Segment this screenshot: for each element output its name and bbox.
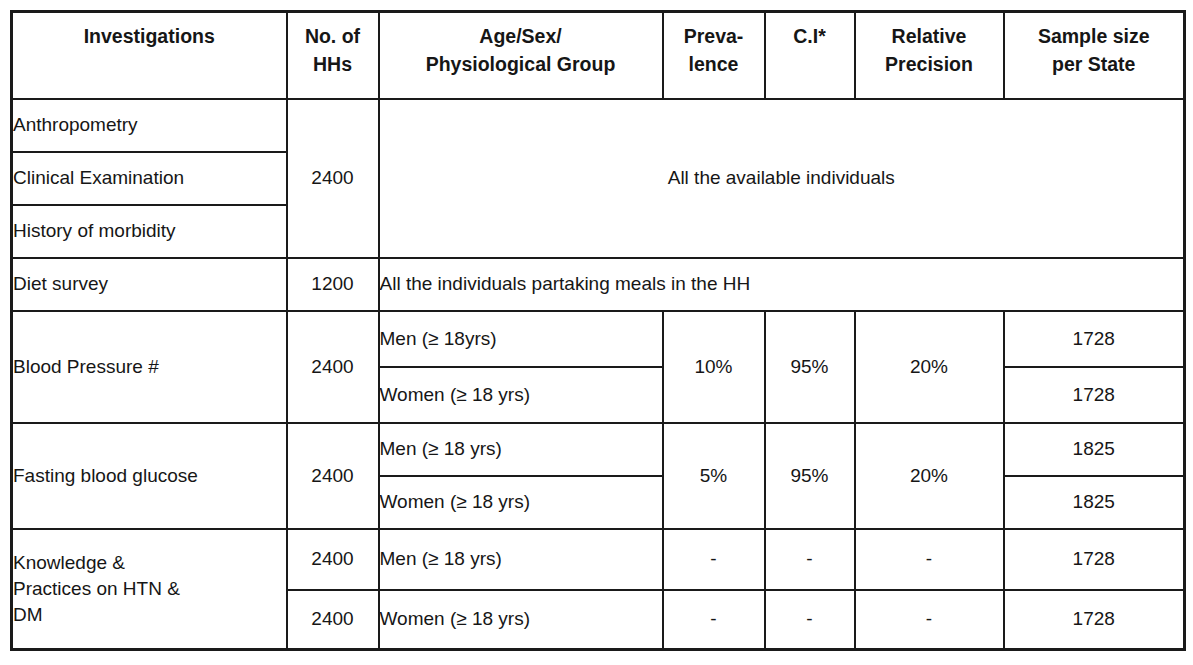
cell-precision-kp-men: -	[855, 529, 1004, 590]
document-page: Investigations No. of HHs Age/Sex/ Physi…	[0, 0, 1193, 665]
cell-investigation-fasting-glucose: Fasting blood glucose	[12, 423, 287, 529]
cell-ci-kp-men: -	[765, 529, 855, 590]
cell-prevalence-fasting-glucose: 5%	[663, 423, 765, 529]
cell-investigation-anthropometry: Anthropometry	[12, 99, 287, 152]
cell-group-kp-women: Women (≥ 18 yrs)	[379, 590, 663, 650]
cell-hhs-anthropometry-group: 2400	[287, 99, 379, 258]
cell-investigation-blood-pressure: Blood Pressure #	[12, 311, 287, 423]
cell-ci-kp-women: -	[765, 590, 855, 650]
cell-prevalence-kp-men: -	[663, 529, 765, 590]
row-diet-survey: Diet survey 1200 All the individuals par…	[12, 258, 1185, 311]
cell-ci-fasting-glucose: 95%	[765, 423, 855, 529]
header-sample-size-per-state: Sample size per State	[1004, 12, 1185, 99]
row-anthropometry: Anthropometry 2400 All the available ind…	[12, 99, 1185, 152]
cell-prevalence-kp-women: -	[663, 590, 765, 650]
header-age-sex-group: Age/Sex/ Physiological Group	[379, 12, 663, 99]
cell-group-fbg-women: Women (≥ 18 yrs)	[379, 476, 663, 529]
cell-note-partaking-meals: All the individuals partaking meals in t…	[379, 258, 1185, 311]
cell-investigation-diet-survey: Diet survey	[12, 258, 287, 311]
cell-prevalence-blood-pressure: 10%	[663, 311, 765, 423]
header-no-of-hhs: No. of HHs	[287, 12, 379, 99]
cell-group-kp-men: Men (≥ 18 yrs)	[379, 529, 663, 590]
cell-precision-blood-pressure: 20%	[855, 311, 1004, 423]
row-fasting-glucose-men: Fasting blood glucose 2400 Men (≥ 18 yrs…	[12, 423, 1185, 476]
header-row: Investigations No. of HHs Age/Sex/ Physi…	[12, 12, 1185, 99]
cell-hhs-diet-survey: 1200	[287, 258, 379, 311]
cell-investigation-history-of-morbidity: History of morbidity	[12, 205, 287, 258]
cell-group-bp-women: Women (≥ 18 yrs)	[379, 367, 663, 423]
cell-investigation-clinical-examination: Clinical Examination	[12, 152, 287, 205]
cell-group-fbg-men: Men (≥ 18 yrs)	[379, 423, 663, 476]
cell-sample-kp-women: 1728	[1004, 590, 1185, 650]
header-ci: C.I*	[765, 12, 855, 99]
cell-sample-bp-men: 1728	[1004, 311, 1185, 367]
cell-sample-fbg-women: 1825	[1004, 476, 1185, 529]
header-prevalence: Preva- lence	[663, 12, 765, 99]
cell-precision-fasting-glucose: 20%	[855, 423, 1004, 529]
cell-group-bp-men: Men (≥ 18yrs)	[379, 311, 663, 367]
cell-hhs-kp-men: 2400	[287, 529, 379, 590]
row-blood-pressure-men: Blood Pressure # 2400 Men (≥ 18yrs) 10% …	[12, 311, 1185, 367]
cell-ci-blood-pressure: 95%	[765, 311, 855, 423]
cell-hhs-fasting-glucose: 2400	[287, 423, 379, 529]
cell-precision-kp-women: -	[855, 590, 1004, 650]
cell-sample-kp-men: 1728	[1004, 529, 1185, 590]
survey-sampling-table: Investigations No. of HHs Age/Sex/ Physi…	[10, 10, 1186, 651]
cell-hhs-kp-women: 2400	[287, 590, 379, 650]
row-knowledge-practices-men: Knowledge & Practices on HTN & DM 2400 M…	[12, 529, 1185, 590]
cell-sample-fbg-men: 1825	[1004, 423, 1185, 476]
cell-investigation-knowledge-practices: Knowledge & Practices on HTN & DM	[12, 529, 287, 650]
cell-note-all-available-individuals: All the available individuals	[379, 99, 1185, 258]
header-relative-precision: Relative Precision	[855, 12, 1004, 99]
header-investigations: Investigations	[12, 12, 287, 99]
cell-sample-bp-women: 1728	[1004, 367, 1185, 423]
cell-hhs-blood-pressure: 2400	[287, 311, 379, 423]
